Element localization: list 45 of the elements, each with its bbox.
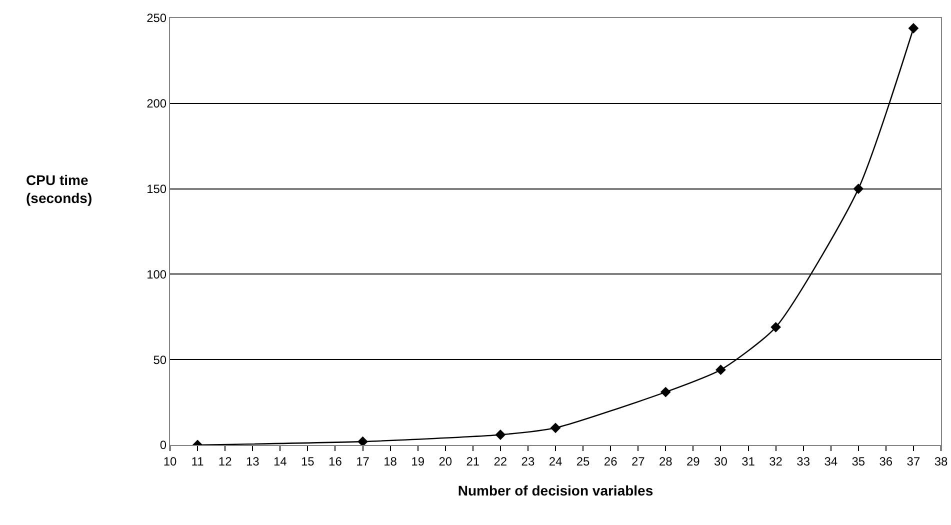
x-tick-label: 28	[658, 454, 673, 468]
x-tick-label: 17	[356, 454, 370, 468]
point	[358, 436, 368, 445]
x-tick-label: 23	[521, 454, 535, 468]
x-tick-label: 12	[218, 454, 232, 468]
x-tick-label: 26	[604, 454, 618, 468]
point	[660, 386, 671, 398]
x-tick-label: 30	[714, 454, 728, 468]
x-tick-label: 25	[576, 454, 590, 468]
x-tick-label: 34	[824, 454, 838, 468]
x-tick-label: 24	[548, 454, 562, 468]
point	[716, 364, 726, 376]
x-tick-label: 27	[631, 454, 646, 468]
x-tick-label: 18	[384, 454, 398, 468]
x-tick-label: 36	[879, 454, 893, 468]
y-tick-label: 200	[146, 96, 167, 111]
x-tick-label: 15	[301, 454, 315, 468]
point	[550, 422, 561, 434]
y-tick-label: 50	[153, 352, 167, 367]
x-tick-label: 11	[191, 454, 204, 468]
point	[770, 322, 781, 332]
x-tick-label: 33	[796, 454, 810, 468]
y-tick-label: 250	[146, 11, 167, 26]
point	[908, 23, 919, 34]
x-axis-title: Number of decision variables	[458, 482, 654, 499]
x-tick-label: 13	[246, 454, 260, 468]
x-tick-label: 10	[163, 454, 177, 468]
x-tick-label: 16	[328, 454, 342, 468]
x-tick-label: 38	[934, 454, 948, 468]
point	[853, 184, 864, 194]
x-tick-label: 14	[273, 454, 288, 468]
x-tick-label: 32	[769, 454, 783, 468]
x-tick-label: 21	[466, 454, 480, 468]
x-tick-label: 35	[852, 454, 866, 468]
y-tick-label: 0	[160, 438, 167, 452]
x-tick-label: 19	[411, 454, 425, 468]
y-tick-label: 100	[146, 267, 167, 282]
y-tick-label: 150	[146, 182, 167, 196]
point	[495, 430, 506, 440]
x-tick-label: 31	[742, 454, 756, 468]
x-tick-label: 20	[438, 454, 452, 468]
x-tick-label: 37	[906, 454, 920, 468]
x-tick-label: 29	[686, 454, 700, 468]
x-tick-label: 22	[494, 454, 508, 468]
y-axis-title: CPU time (seconds)	[26, 172, 92, 206]
